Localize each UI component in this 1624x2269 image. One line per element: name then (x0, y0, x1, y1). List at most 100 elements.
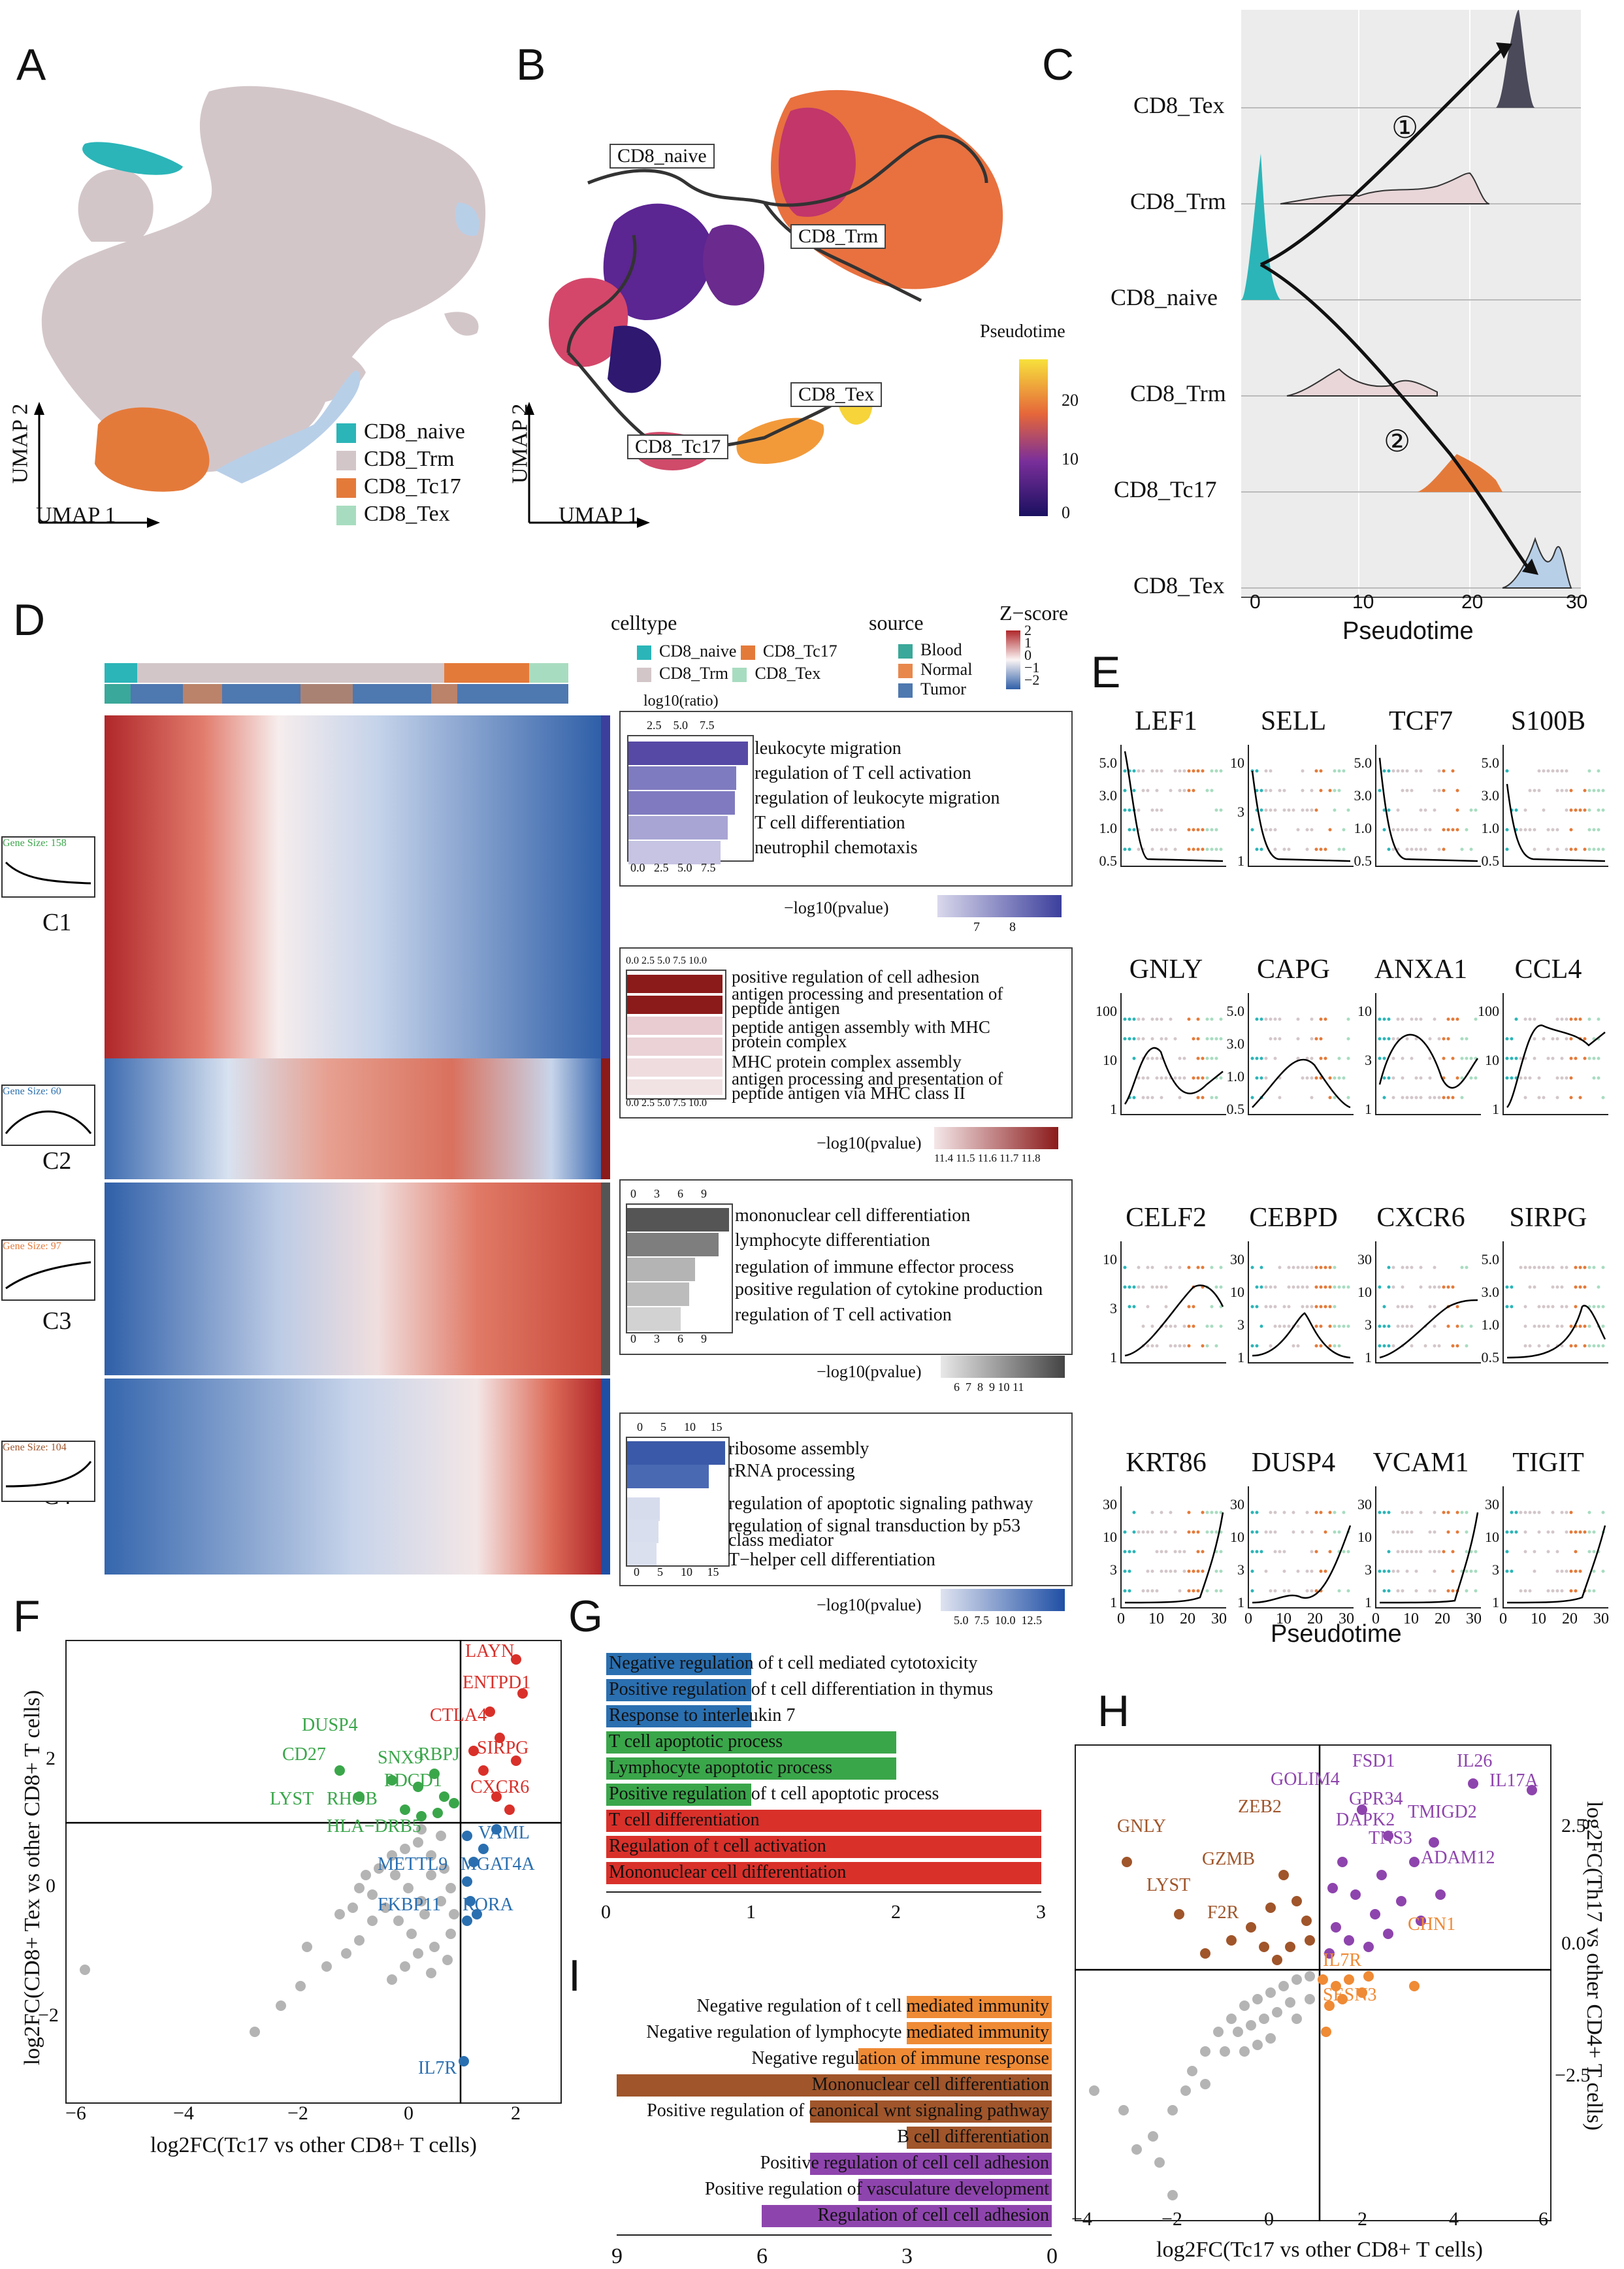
umap-b-box-naive: CD8_naive (609, 144, 715, 169)
gene-ytick: 1 (1091, 1349, 1117, 1366)
gene-plot-tigit (1502, 1486, 1608, 1608)
i-term-label: Positive regulation of vasculature devel… (705, 2179, 1049, 2200)
go-term: regulation of T cell activation (735, 1305, 952, 1326)
gene-ytick: 3 (1218, 804, 1244, 821)
scatter-h-gene-label: LYST (1146, 1875, 1190, 1896)
scatter-f-gene-label: IL7R (418, 2058, 457, 2079)
scatter-h-gene-label: GPR34 (1349, 1789, 1403, 1810)
umap-b-box-tex: CD8_Tex (790, 382, 882, 407)
umap-a-xlabel: UMAP 1 (36, 503, 116, 528)
scatter-h-gene-label: ADAM12 (1421, 1848, 1495, 1869)
gene-ytick: 0.5 (1218, 1101, 1244, 1118)
scatter-f-gene-label: RHOB (327, 1789, 378, 1810)
go-term: lymphocyte differentiation (735, 1230, 930, 1251)
gene-ytick: 3.0 (1473, 787, 1499, 804)
scatter-f-gene-label: METTL9 (378, 1854, 447, 1875)
scatter-h-xtick: −2 (1161, 2208, 1182, 2230)
pvalue-label: −log10(pvalue) (817, 1362, 922, 1382)
panel-label-f: F (13, 1591, 41, 1642)
gene-xtick: 30 (1466, 1610, 1482, 1628)
cluster-label: C2 (42, 1147, 71, 1175)
go-term: regulation of apoptotic signaling pathwa… (728, 1494, 1033, 1514)
gene-plot-cxcr6 (1375, 1241, 1481, 1363)
gene-ytick: 100 (1091, 1003, 1117, 1020)
ridge-label: CD8_Trm (1130, 188, 1226, 215)
pvalue-label: −log10(pvalue) (784, 898, 889, 918)
pseudotime-colorbar-title: Pseudotime (980, 321, 1065, 342)
pvalue-tick: 7 8 (973, 920, 1016, 935)
gene-ytick: 1.0 (1218, 1068, 1244, 1085)
ridge-label: CD8_Trm (1130, 380, 1226, 407)
gene-xtick: 20 (1180, 1610, 1195, 1628)
gene-ytick: 3 (1091, 1561, 1117, 1578)
i-term-label: Negative regulation of t cell mediated i… (696, 1996, 1049, 2017)
go-term: leukocyte migration (755, 738, 901, 759)
legend-a-tc17: CD8_Tc17 (336, 473, 465, 500)
go-term: T−helper cell differentiation (728, 1550, 935, 1571)
scatter-h-gene-label: SESN3 (1323, 1985, 1376, 2006)
cluster-label: C3 (42, 1307, 71, 1335)
trajectory-marker-2: ② (1384, 423, 1410, 459)
g-term-label: Positive regulation of t cell apoptotic … (609, 1784, 939, 1804)
g-xtick: 0 (601, 1901, 611, 1923)
gene-plot-ccl4 (1502, 993, 1608, 1115)
ridge-label: CD8_naive (1111, 284, 1218, 311)
pvalue-colorbar (937, 895, 1062, 917)
gene-ytick: 10 (1218, 755, 1244, 772)
gene-ytick: 10 (1346, 1284, 1372, 1301)
scatter-h-gene-label: F2R (1207, 1902, 1239, 1923)
scatter-f-ytick: 2 (46, 1748, 56, 1770)
gene-ytick: 1.0 (1091, 820, 1117, 837)
g-term-label: Regulation of t cell activation (609, 1836, 826, 1857)
i-term-label: Mononuclear cell differentiation (812, 2074, 1049, 2095)
scatter-f-gene-label: FKBP11 (378, 1895, 441, 1916)
i-term-label: B cell differentiation (897, 2127, 1049, 2147)
gene-ytick: 5.0 (1346, 755, 1372, 772)
gene-ytick: 1 (1091, 1101, 1117, 1118)
gene-plot-sirpg (1502, 1241, 1608, 1363)
scatter-h-gene-label: GZMB (1202, 1849, 1255, 1870)
i-axis (617, 2234, 1052, 2236)
trajectory-marker-1: ① (1391, 110, 1418, 145)
gene-ytick: 0.5 (1473, 1349, 1499, 1366)
scatter-f-gene-label: MGAT4A (461, 1854, 535, 1875)
legend-a-naive: CD8_naive (336, 418, 465, 446)
umap-b-ylabel: UMAP 2 (508, 404, 532, 484)
panel-label-c: C (1042, 39, 1074, 90)
scatter-h-xtick: −4 (1071, 2208, 1092, 2230)
gene-ytick: 30 (1218, 1251, 1244, 1268)
gene-ytick: 10 (1346, 1003, 1372, 1020)
g-term-label: Mononuclear cell differentiation (609, 1862, 846, 1883)
gene-xtick: 20 (1562, 1610, 1578, 1628)
gene-ytick: 30 (1346, 1251, 1372, 1268)
go-term: class mediator (728, 1530, 834, 1551)
scatter-h-xtick: 4 (1449, 2208, 1459, 2230)
scatter-f-xtick: −2 (287, 2102, 308, 2125)
g-term-label: T cell apoptotic process (609, 1731, 783, 1752)
gene-ytick: 3 (1473, 1561, 1499, 1578)
scatter-h-gene-label: GOLIM4 (1271, 1769, 1340, 1790)
g-term-label: Response to interleukin 7 (609, 1705, 795, 1726)
umap-b-xlabel: UMAP 1 (559, 503, 639, 528)
gene-xtick: 30 (1211, 1610, 1227, 1628)
gene-ytick: 10 (1473, 1052, 1499, 1069)
heatmap (105, 663, 614, 1578)
gene-xtick: 20 (1435, 1610, 1450, 1628)
i-xtick: 0 (1047, 2244, 1058, 2269)
legend-a-tex: CD8_Tex (336, 500, 465, 528)
pvalue-tick: 11.4 11.5 11.6 11.7 11.8 (934, 1152, 1041, 1165)
gene-ytick: 1 (1346, 1101, 1372, 1118)
colorbar-tick: 0 (1062, 503, 1070, 523)
gene-ytick: 1 (1218, 853, 1244, 870)
scatter-f-gene-label: CXCR6 (470, 1777, 529, 1798)
scatter-f-gene-label: HLA−DRB5 (327, 1816, 421, 1837)
scatter-h-xtick: 2 (1357, 2208, 1367, 2230)
gene-ytick: 3 (1346, 1561, 1372, 1578)
go-box-c4: 0 5 10 15 0 5 10 15 ribosome assembly rR… (619, 1412, 1073, 1586)
panel-label-d: D (13, 595, 45, 645)
g-xtick: 1 (746, 1901, 756, 1923)
go-box-c2: 0.0 2.5 5.0 7.5 10.0 0.0 2.5 5.0 7.5 10.… (619, 947, 1073, 1118)
scatter-h-ytick: 2.5 (1561, 1815, 1586, 1837)
source-legend-title: source (869, 611, 924, 635)
pvalue-label: −log10(pvalue) (817, 1134, 922, 1153)
